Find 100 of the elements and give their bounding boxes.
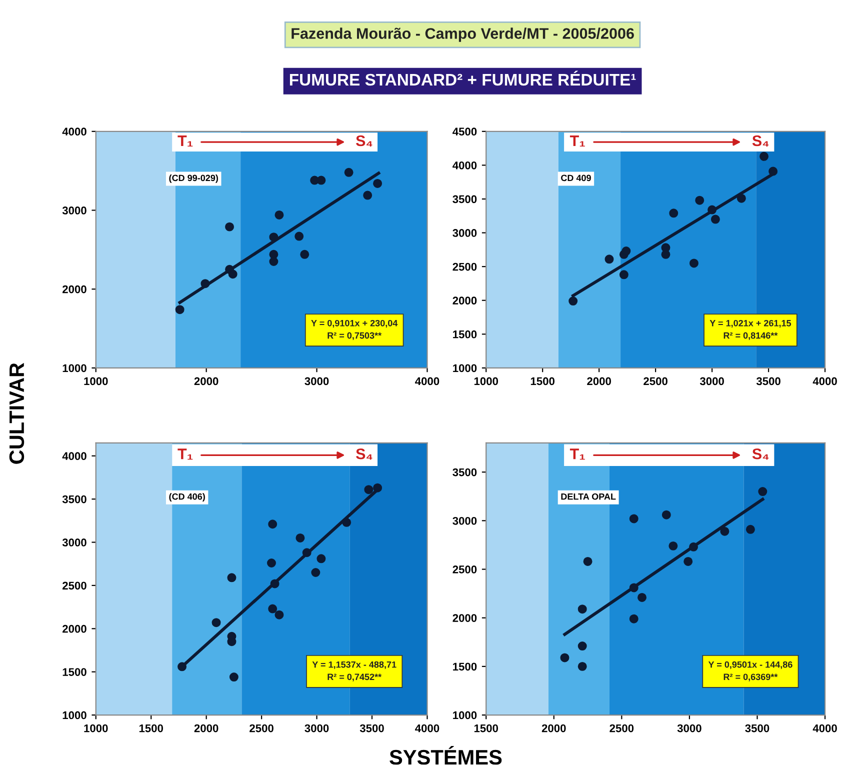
x-tick-label: 3000 <box>304 724 329 732</box>
y-tick-label: 1500 <box>453 330 477 338</box>
y-tick-label: 2000 <box>62 285 86 294</box>
annotation: S₄ <box>356 448 372 460</box>
y-tick-label: 3000 <box>62 206 86 214</box>
point <box>720 526 730 536</box>
annotation: Y = 1,021x + 261,15 <box>710 320 792 328</box>
point <box>227 573 236 582</box>
point <box>300 250 310 259</box>
annotation: T₁ <box>178 448 193 460</box>
point <box>560 653 570 662</box>
x-tick-label: 3500 <box>756 377 780 386</box>
x-tick-label: 1000 <box>474 377 498 386</box>
x-tick-label: 3000 <box>304 377 329 386</box>
point <box>269 257 278 266</box>
point <box>684 556 693 566</box>
point <box>668 541 678 550</box>
point <box>629 514 638 524</box>
annotation: T₁ <box>570 135 585 146</box>
annotation: T₁ <box>178 135 193 146</box>
annotation: Y = 0,9501x - 144,86 <box>708 661 792 670</box>
point <box>200 279 210 288</box>
point <box>296 533 305 542</box>
point <box>568 296 578 306</box>
annotation: Y = 0,9101x + 230,04 <box>311 320 398 328</box>
point <box>689 258 698 268</box>
x-tick-label: 2000 <box>194 724 218 732</box>
point <box>316 554 326 564</box>
point <box>768 166 778 176</box>
y-tick-label: 3500 <box>62 495 86 504</box>
point <box>228 270 238 279</box>
x-tick-label: 1500 <box>474 724 498 732</box>
x-tick-label: 2000 <box>542 724 566 732</box>
point <box>662 510 671 520</box>
point <box>760 152 769 161</box>
point <box>225 222 234 232</box>
x-tick-label: 4000 <box>415 377 440 386</box>
x-tick-label: 4000 <box>812 724 837 732</box>
point <box>622 246 631 256</box>
y-tick-label: 3500 <box>452 468 477 476</box>
annotation: T₁ <box>570 448 585 460</box>
y-axis-title: CULTIVAR <box>9 362 24 464</box>
point <box>578 604 587 614</box>
point <box>708 205 717 214</box>
text: FUMURE STANDARD² + FUMURE RÉDUITE¹ <box>290 70 636 86</box>
x-tick-label: 2500 <box>610 724 634 732</box>
x-tick-label: 3500 <box>360 724 384 732</box>
point <box>689 542 698 552</box>
x-tick-label: 2000 <box>194 377 218 386</box>
annotation: (CD 99-029) <box>169 174 218 183</box>
y-tick-label: 4000 <box>452 161 477 170</box>
x-tick-label: 2500 <box>250 724 274 732</box>
y-tick-label: 3500 <box>452 195 477 204</box>
point <box>270 579 280 588</box>
point <box>629 583 638 592</box>
point <box>604 254 614 264</box>
point <box>373 178 382 188</box>
point <box>746 524 755 534</box>
y-tick-label: 3000 <box>452 516 477 525</box>
y-tick-label: 2000 <box>452 296 477 304</box>
x-tick-label: 1000 <box>84 724 108 732</box>
annotation: R² = 0,7503** <box>328 332 382 340</box>
x-tick-label: 1500 <box>139 724 164 732</box>
point <box>669 208 678 218</box>
point <box>363 190 372 200</box>
x-tick-label: 4000 <box>812 377 837 386</box>
point <box>758 487 768 496</box>
point <box>229 672 238 682</box>
x-tick-label: 4000 <box>415 724 440 732</box>
y-tick-label: 2000 <box>62 624 86 633</box>
point <box>316 176 326 185</box>
x-tick-label: 1000 <box>84 377 108 386</box>
x-tick-label: 3000 <box>677 724 702 732</box>
y-tick-label: 4500 <box>452 128 477 136</box>
point <box>710 214 720 224</box>
point <box>266 558 276 568</box>
point <box>274 610 284 620</box>
point <box>294 232 304 241</box>
x-tick-label: 1500 <box>530 377 554 386</box>
y-tick-label: 1000 <box>453 364 477 372</box>
x-tick-label: 3000 <box>700 377 724 386</box>
x-axis-title: SYSTÉMES <box>390 746 502 765</box>
point <box>638 592 646 602</box>
y-tick-label: 2500 <box>452 566 477 574</box>
text: Fazenda Mourão - Campo Verde/MT - 2005/2006 <box>292 28 634 42</box>
point <box>373 483 382 492</box>
point <box>578 642 587 651</box>
x-tick-label: 2500 <box>644 377 668 386</box>
y-tick-label: 2500 <box>452 262 477 271</box>
annotation: R² = 0,6369** <box>724 674 778 682</box>
x-tick-label: 3500 <box>745 724 770 732</box>
point <box>578 662 587 671</box>
point <box>311 568 320 577</box>
y-tick-label: 2000 <box>452 614 477 622</box>
annotation: S₄ <box>752 135 769 146</box>
y-tick-label: 2500 <box>62 582 86 590</box>
point <box>583 556 592 566</box>
annotation: S₄ <box>356 135 372 146</box>
x-tick-label: 2000 <box>587 377 611 386</box>
annotation: CD 409 <box>561 174 591 182</box>
